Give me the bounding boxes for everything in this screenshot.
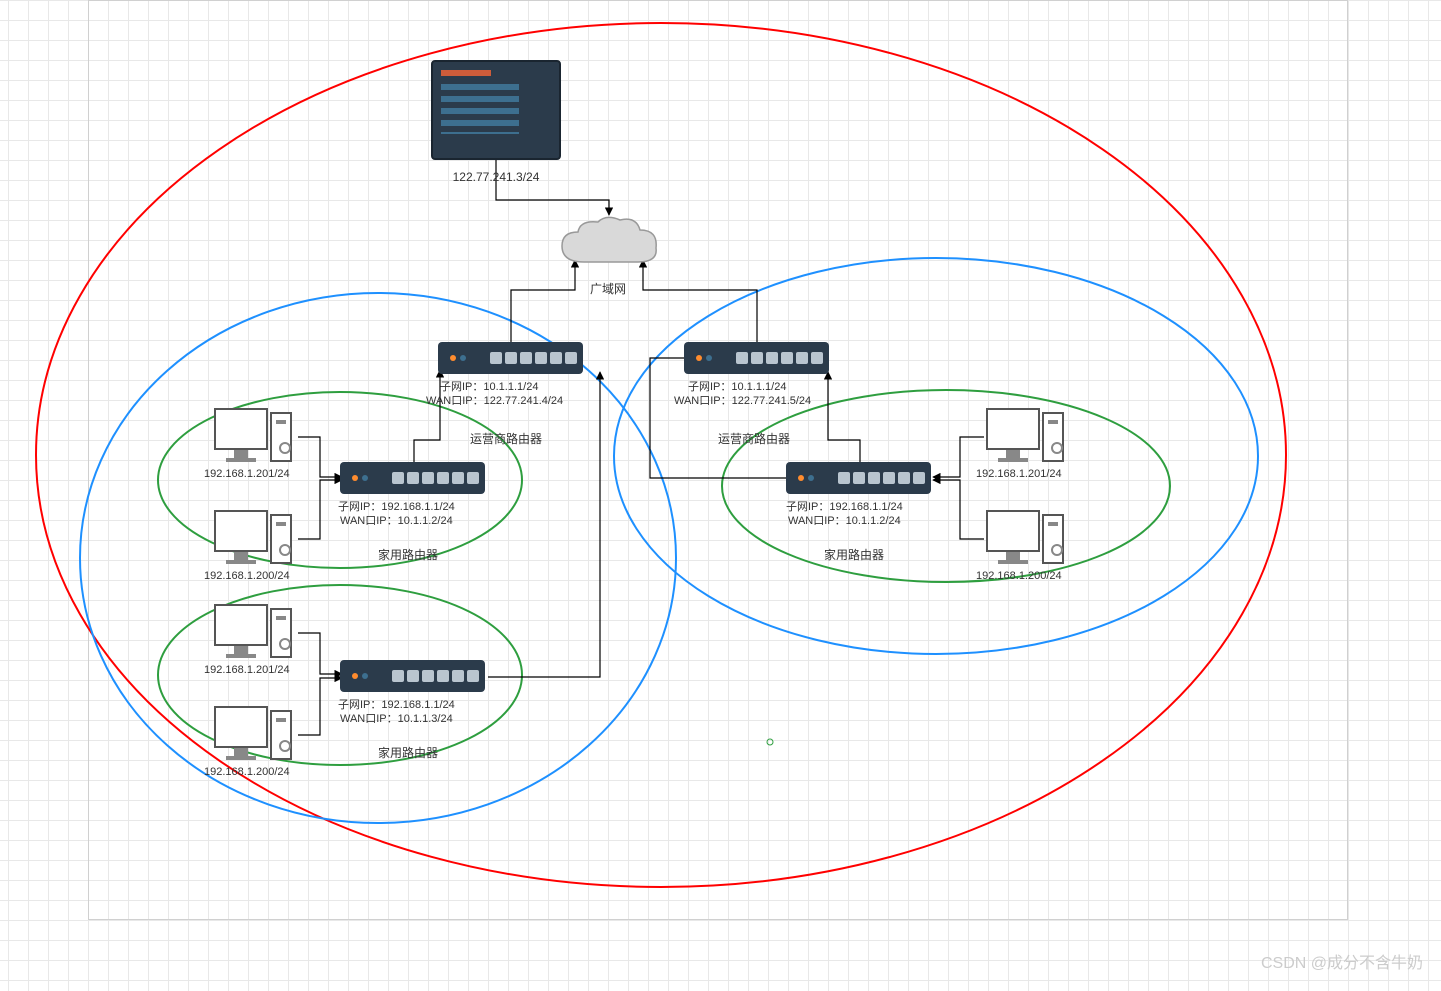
server-ip: 122.77.241.3/24 bbox=[440, 170, 552, 184]
pc-l2-top-icon bbox=[214, 604, 294, 662]
diagram-canvas: 122.77.241.3/24 广域网 子网IP：10.1.1.1/24 WAN… bbox=[0, 0, 1441, 991]
pc-r-bot-ip: 192.168.1.200/24 bbox=[976, 570, 1062, 582]
isp-l-name: 运营商路由器 bbox=[470, 430, 542, 447]
home-l2-wan: WAN口IP：10.1.1.3/24 bbox=[340, 710, 453, 726]
isp-router-right bbox=[684, 342, 829, 374]
pc-l1-bot-ip: 192.168.1.200/24 bbox=[204, 570, 290, 582]
edge-pc_l2b bbox=[298, 678, 342, 735]
cloud-icon bbox=[554, 214, 664, 274]
home-router-l1 bbox=[340, 462, 485, 494]
isp-r-wan: WAN口IP：122.77.241.5/24 bbox=[674, 392, 811, 408]
edge-server bbox=[496, 160, 609, 215]
home-l2-name: 家用路由器 bbox=[378, 744, 438, 761]
pc-l1-top-icon bbox=[214, 408, 294, 466]
pc-r-top-icon bbox=[986, 408, 1066, 466]
cloud-label: 广域网 bbox=[590, 280, 626, 297]
edge-pc_rb bbox=[933, 480, 984, 539]
edge-home_l1_isp bbox=[414, 370, 440, 462]
home-l1-name: 家用路由器 bbox=[378, 546, 438, 563]
server-icon bbox=[431, 60, 561, 160]
pc-l2-bot-icon bbox=[214, 706, 294, 764]
edge-home_l2_isp bbox=[488, 372, 600, 677]
home-r-name: 家用路由器 bbox=[824, 546, 884, 563]
pc-l2-top-ip: 192.168.1.201/24 bbox=[204, 664, 290, 676]
isp-router-left bbox=[438, 342, 583, 374]
isp-r-name: 运营商路由器 bbox=[718, 430, 790, 447]
watermark: CSDN @成分不含牛奶 bbox=[1261, 949, 1423, 973]
pc-l1-top-ip: 192.168.1.201/24 bbox=[204, 468, 290, 480]
home-l1-wan: WAN口IP：10.1.1.2/24 bbox=[340, 512, 453, 528]
isp-l-wan: WAN口IP：122.77.241.4/24 bbox=[426, 392, 563, 408]
ellipse-blue-r bbox=[614, 258, 1258, 654]
home-router-r bbox=[786, 462, 931, 494]
home-router-l2 bbox=[340, 660, 485, 692]
pc-r-bot-icon bbox=[986, 510, 1066, 568]
edge-isp_r_home bbox=[650, 358, 786, 478]
pc-r-top-ip: 192.168.1.201/24 bbox=[976, 468, 1062, 480]
edge-pc_l1t bbox=[298, 437, 342, 477]
edge-pc_l1b bbox=[298, 480, 342, 539]
edge-pc_l2t bbox=[298, 633, 342, 674]
svg-overlay bbox=[0, 0, 1441, 991]
edge-home_r_isp bbox=[828, 372, 860, 462]
pc-l2-bot-ip: 192.168.1.200/24 bbox=[204, 766, 290, 778]
pc-l1-bot-icon bbox=[214, 510, 294, 568]
home-r-wan: WAN口IP：10.1.1.2/24 bbox=[788, 512, 901, 528]
ellipse-tiny bbox=[767, 739, 773, 745]
